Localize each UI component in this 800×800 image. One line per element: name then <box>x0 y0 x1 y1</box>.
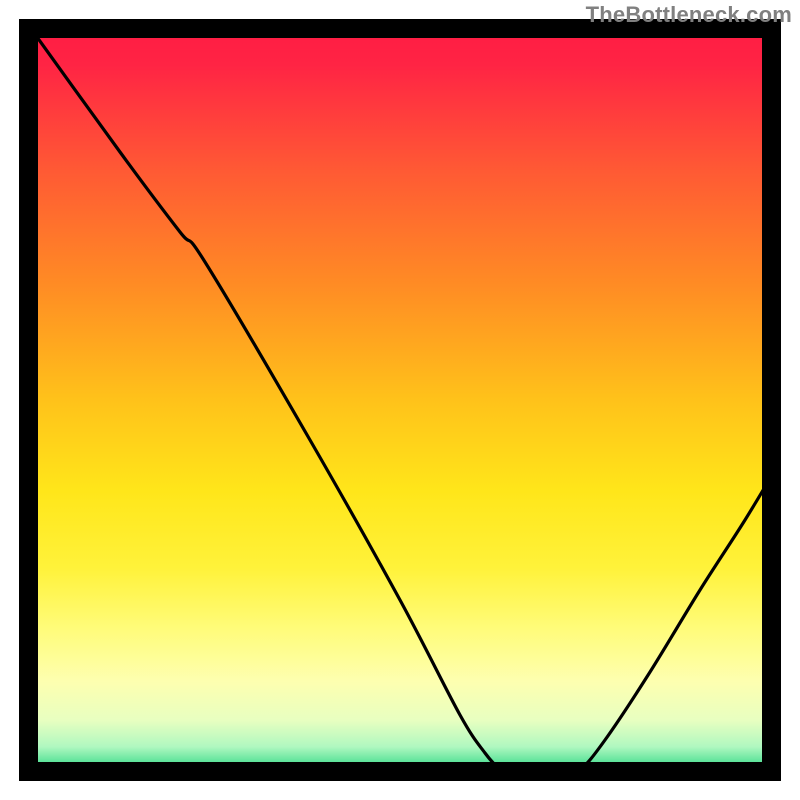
watermark-text: TheBottleneck.com <box>586 2 792 28</box>
bottleneck-chart <box>0 0 800 800</box>
chart-container: TheBottleneck.com <box>0 0 800 800</box>
gradient-background <box>19 19 781 781</box>
